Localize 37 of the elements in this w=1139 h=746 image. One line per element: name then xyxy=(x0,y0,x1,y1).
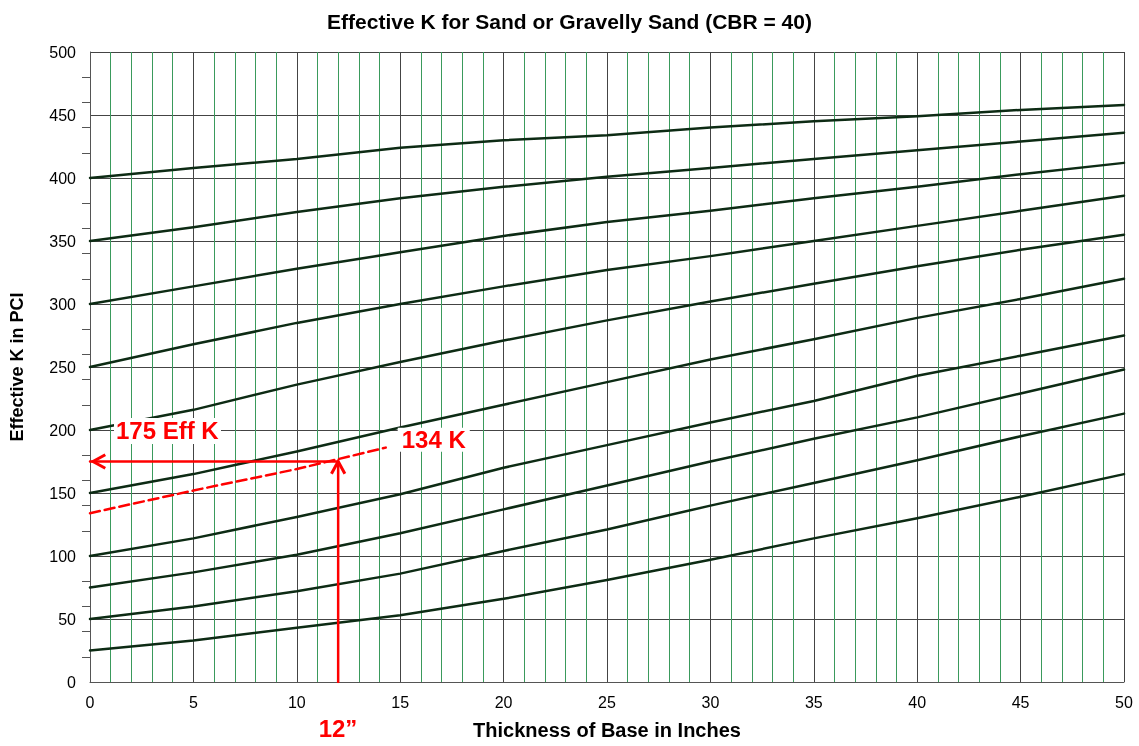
line-series xyxy=(88,131,1126,243)
y-tick-label: 0 xyxy=(67,673,77,691)
x-tick-label: 35 xyxy=(804,693,823,711)
text: 12” xyxy=(316,715,360,742)
x-tick-label: 30 xyxy=(701,693,720,711)
line-series xyxy=(88,161,1126,306)
x-tick-label: 10 xyxy=(287,693,306,711)
y-tick-label: 150 xyxy=(49,484,77,502)
y-tick-label: 350 xyxy=(49,232,77,250)
x-tick-label: 0 xyxy=(85,693,95,711)
y-tick-label: 250 xyxy=(49,358,77,376)
y-tick-label: 50 xyxy=(58,610,77,628)
y-axis-title: Effective K in PCI xyxy=(7,292,27,442)
x-tick-label: 40 xyxy=(908,693,927,711)
x-tick-label: 15 xyxy=(391,693,410,711)
y-tick-label: 450 xyxy=(49,106,77,124)
x-tick-label: 45 xyxy=(1011,693,1030,711)
x-tick-label: 25 xyxy=(598,693,616,711)
y-tick-label: 400 xyxy=(49,169,77,187)
y-tick-label: 300 xyxy=(49,295,77,313)
line-series xyxy=(88,277,1126,495)
y-tick-label: 500 xyxy=(49,43,77,61)
series-label: 134 K xyxy=(401,426,467,454)
line-series xyxy=(88,368,1126,589)
chart-title: Effective K for Sand or Gravelly Sand (CBR = 40) xyxy=(327,10,812,33)
x-tick-label: 20 xyxy=(494,693,513,711)
line-series xyxy=(88,194,1126,369)
line-series xyxy=(88,334,1126,558)
x-tick-label: 50 xyxy=(1115,693,1133,711)
x-tick-label: 5 xyxy=(188,693,198,711)
y-tick-label: 200 xyxy=(49,421,77,439)
annotation: 175 Eff K xyxy=(114,416,221,444)
x-axis-title: Thickness of Base in Inches xyxy=(473,719,741,741)
line-series xyxy=(88,472,1126,652)
line-series xyxy=(88,412,1126,621)
y-tick-label: 100 xyxy=(49,547,77,565)
line-series xyxy=(88,103,1126,180)
